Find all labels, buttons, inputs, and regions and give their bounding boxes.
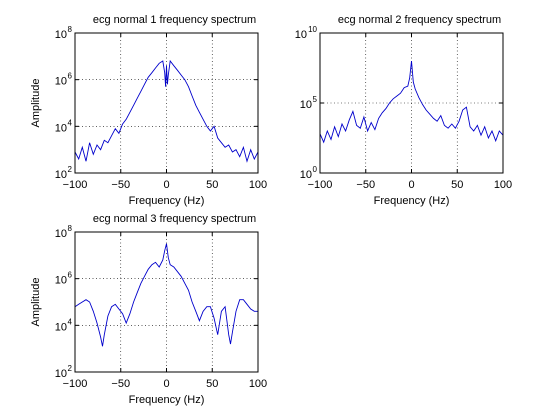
x-tick-label: −100 [63,179,88,191]
x-axis-label-2: Frequency (Hz) [374,195,450,207]
chart-title-1: ecg normal 1 frequency spectrum [93,14,256,26]
y-tick-label: 10 [55,122,67,134]
y-tick-label: 10 [55,29,67,41]
y-tick-exponent: 4 [68,317,73,326]
y-tick-exponent: 6 [68,271,73,280]
y-tick-exponent: 10 [308,25,317,34]
y-tick-label: 10 [55,169,67,181]
x-tick-label: 50 [206,179,218,191]
x-tick-label: 0 [163,179,169,191]
y-tick-label: 10 [55,321,67,333]
x-tick-label: 50 [451,179,463,191]
chart-title-2: ecg normal 2 frequency spectrum [338,14,501,26]
x-tick-label: −50 [356,179,375,191]
y-tick-exponent: 2 [68,165,73,174]
spectrum-line-3 [74,243,258,347]
x-tick-label: −50 [111,179,130,191]
y-tick-label: 10 [55,368,67,380]
y-tick-label: 10 [300,169,312,181]
x-tick-label: 100 [494,179,512,191]
y-tick-label: 10 [55,76,67,88]
y-tick-exponent: 8 [68,25,73,34]
x-tick-label: 0 [408,179,414,191]
x-tick-label: −100 [308,179,333,191]
x-axis-label-1: Frequency (Hz) [129,195,205,207]
chart-title-3: ecg normal 3 frequency spectrum [93,213,256,225]
x-tick-label: 50 [206,378,218,390]
x-tick-label: −100 [63,378,88,390]
x-axis-label-3: Frequency (Hz) [129,394,205,406]
y-tick-exponent: 8 [68,224,73,233]
x-tick-label: 100 [249,378,267,390]
y-tick-label: 10 [295,29,307,41]
y-tick-label: 10 [55,275,67,287]
spectrum-line-1 [74,59,259,163]
x-tick-label: −50 [111,378,130,390]
x-tick-label: 0 [163,378,169,390]
x-tick-label: 100 [249,179,267,191]
spectrum-line-2 [319,60,504,144]
y-tick-exponent: 2 [68,364,73,373]
y-tick-exponent: 4 [68,118,73,127]
y-axis-label-3: Amplitude [30,278,42,327]
y-tick-exponent: 6 [68,72,73,81]
y-tick-exponent: 0 [313,165,318,174]
y-tick-label: 10 [55,228,67,240]
y-axis-label-1: Amplitude [30,79,42,128]
y-tick-label: 10 [300,99,312,111]
y-tick-exponent: 5 [313,95,318,104]
